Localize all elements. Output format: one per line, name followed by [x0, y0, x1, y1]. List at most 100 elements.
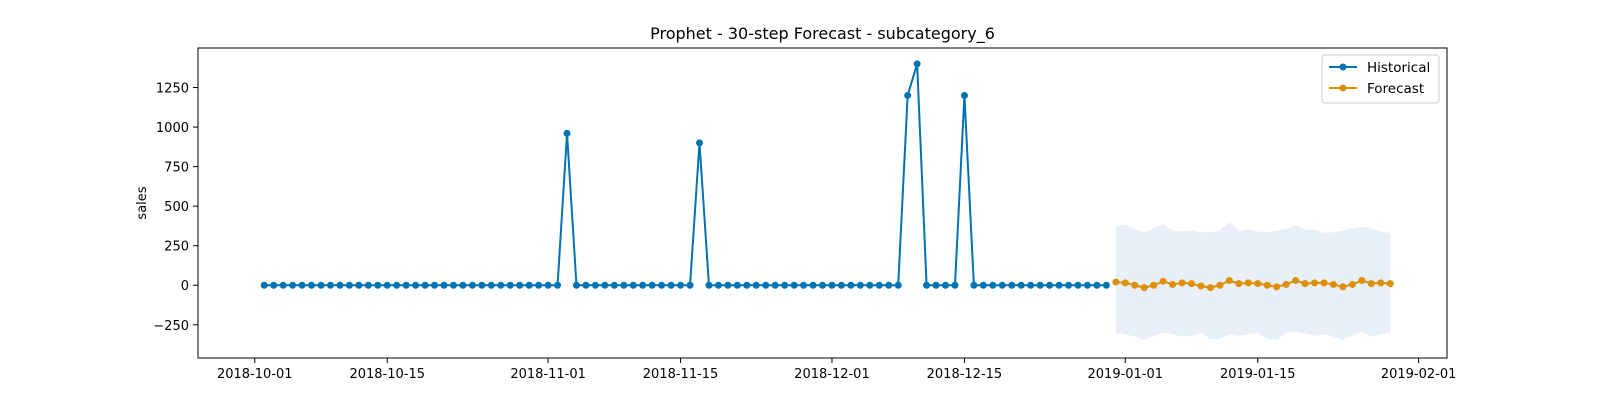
y-tick-label: 250	[164, 240, 189, 255]
historical-point	[374, 281, 382, 289]
historical-point	[875, 281, 883, 289]
historical-point	[639, 281, 647, 289]
historical-point	[582, 281, 590, 289]
historical-point	[459, 281, 467, 289]
historical-series	[260, 60, 1110, 289]
x-tick-label: 2019-02-01	[1381, 367, 1457, 382]
historical-point	[828, 281, 836, 289]
historical-point	[894, 281, 902, 289]
forecast-point	[1169, 280, 1177, 288]
forecast-point	[1216, 281, 1224, 289]
legend-historical-marker	[1339, 63, 1347, 71]
forecast-point	[1197, 282, 1205, 290]
historical-point	[667, 281, 675, 289]
forecast-point	[1121, 279, 1129, 287]
forecast-point	[1386, 280, 1394, 288]
historical-point	[544, 281, 552, 289]
forecast-point	[1254, 280, 1262, 288]
historical-point	[1093, 281, 1101, 289]
forecast-point	[1263, 281, 1271, 289]
historical-point	[487, 281, 495, 289]
historical-point	[686, 281, 694, 289]
legend: Historical Forecast	[1321, 54, 1440, 104]
forecast-point	[1225, 277, 1233, 284]
historical-point	[554, 281, 562, 289]
chart-title: Prophet - 30-step Forecast - subcategory…	[650, 24, 995, 44]
historical-point	[610, 281, 618, 289]
historical-point	[1083, 281, 1091, 289]
historical-point	[317, 281, 325, 289]
historical-point	[752, 281, 760, 289]
historical-point	[866, 281, 874, 289]
x-tick-label: 2018-12-15	[927, 367, 1003, 382]
historical-point	[885, 281, 893, 289]
y-tick-label: 1250	[156, 82, 189, 97]
x-axis: 2018-10-01 2018-10-15 2018-11-01 2018-11-15…	[217, 358, 1456, 382]
forecast-point	[1131, 281, 1139, 289]
historical-point	[1065, 281, 1073, 289]
historical-point	[563, 129, 571, 137]
historical-point	[951, 281, 959, 289]
x-tick-label: 2018-11-15	[643, 367, 719, 382]
historical-point	[336, 281, 344, 289]
historical-point	[364, 281, 372, 289]
forecast-point	[1292, 277, 1300, 284]
historical-point	[847, 281, 855, 289]
x-tick-label: 2018-10-15	[349, 367, 425, 382]
y-axis: −250 0 250 500 750 1000 1250	[153, 82, 198, 334]
forecast-point	[1320, 279, 1328, 287]
forecast-point	[1178, 279, 1186, 287]
forecast-interval-band	[1115, 221, 1391, 340]
forecast-point	[1273, 283, 1281, 291]
historical-point	[402, 281, 410, 289]
legend-forecast-marker	[1339, 84, 1347, 92]
historical-point	[960, 91, 968, 99]
y-tick-label: 500	[164, 200, 189, 215]
historical-point	[942, 281, 950, 289]
historical-point	[677, 281, 685, 289]
historical-point	[837, 281, 845, 289]
historical-line	[264, 62, 1107, 287]
forecast-point	[1206, 284, 1214, 292]
historical-point	[856, 281, 864, 289]
historical-point	[923, 281, 931, 289]
forecast-point	[1377, 279, 1385, 287]
historical-point	[326, 281, 334, 289]
historical-point	[279, 281, 287, 289]
historical-point	[601, 281, 609, 289]
historical-point	[1055, 281, 1063, 289]
y-tick-label: 1000	[156, 121, 189, 136]
historical-point	[591, 281, 599, 289]
historical-point	[998, 281, 1006, 289]
historical-point	[724, 281, 732, 289]
historical-point	[449, 281, 457, 289]
historical-point	[468, 281, 476, 289]
historical-point	[308, 281, 316, 289]
historical-point	[525, 281, 533, 289]
historical-point	[383, 281, 391, 289]
y-tick-label: 0	[181, 279, 189, 294]
historical-point	[345, 281, 353, 289]
historical-point	[932, 281, 940, 289]
historical-point	[260, 281, 268, 289]
forecast-series	[1112, 277, 1394, 292]
forecast-point	[1348, 280, 1356, 288]
historical-point	[1036, 281, 1044, 289]
forecast-point	[1311, 279, 1319, 287]
historical-point	[819, 281, 826, 289]
historical-point	[440, 281, 448, 289]
historical-point	[355, 281, 363, 289]
x-tick-label: 2019-01-01	[1088, 367, 1164, 382]
forecast-point	[1301, 280, 1309, 288]
historical-point	[1017, 281, 1025, 289]
historical-point	[809, 281, 817, 289]
historical-point	[781, 281, 789, 289]
x-tick-label: 2019-01-15	[1220, 367, 1296, 382]
forecast-point	[1282, 280, 1290, 288]
historical-point	[979, 281, 987, 289]
historical-point	[790, 281, 798, 289]
historical-point	[714, 281, 722, 289]
historical-point	[913, 60, 921, 68]
historical-point	[1027, 281, 1035, 289]
